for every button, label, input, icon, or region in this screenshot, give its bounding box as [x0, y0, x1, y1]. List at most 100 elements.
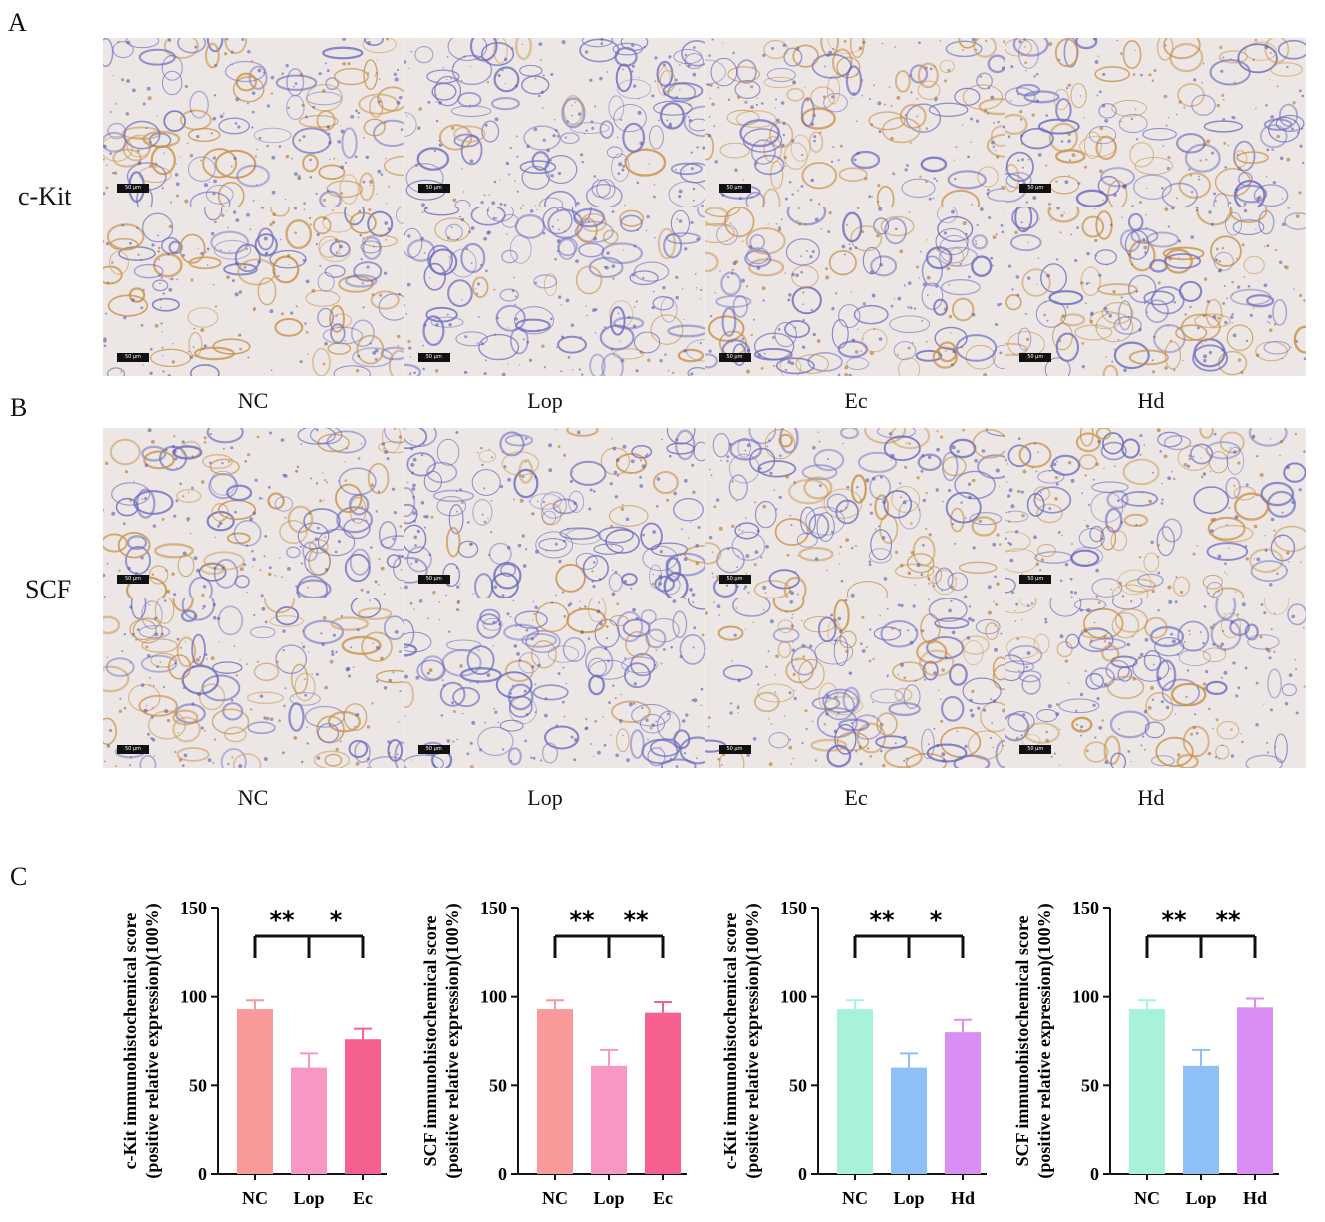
- bar-chart-ckit-hd: c-Kit immunohistochemical score (positive…: [720, 898, 987, 1208]
- y-axis-label-line-1: SCF immunohistochemical score: [420, 916, 440, 1167]
- bar-nc: [537, 1009, 573, 1174]
- micrograph-b-ec-2: 50 μm: [704, 598, 1006, 768]
- scale-bar: 50 μm: [417, 745, 450, 754]
- sig-label-lop-vs-nc: **: [569, 906, 595, 934]
- micrograph-a-lop-1: 50 μm: [403, 38, 705, 207]
- x-tick-label-hd: Hd: [1243, 1188, 1267, 1208]
- y-tick-label-150: 150: [480, 898, 507, 918]
- y-tick-label-50: 50: [489, 1075, 507, 1095]
- y-axis-label-line-2: (positive relative expression)(100%): [442, 903, 463, 1178]
- scale-bar: 50 μm: [718, 745, 751, 754]
- sig-label-lop-vs-nc: **: [1161, 906, 1187, 934]
- bar-chart-ckit-ec: c-Kit immunohistochemical score (positive…: [120, 898, 387, 1208]
- group-label-b-ec: Ec: [844, 785, 868, 810]
- x-tick-label-lop: Lop: [293, 1188, 324, 1208]
- y-axis-label-line-1: SCF immunohistochemical score: [1012, 916, 1032, 1167]
- scale-bar: 50 μm: [1019, 575, 1052, 584]
- bar-chart-scf-ec: SCF immunohistochemical score (positive r…: [420, 898, 687, 1208]
- y-axis-label-line-1: c-Kit immunohistochemical score: [120, 913, 140, 1170]
- y-tick-label-150: 150: [1072, 898, 1099, 918]
- micrograph-b-hd-1: 50 μm: [1005, 428, 1306, 598]
- micrograph-b-hd-2: 50 μm: [1005, 598, 1306, 768]
- micrograph-a-nc-1: 50 μm: [103, 38, 404, 207]
- scf-micrograph-grid: 50 μm 50 μm 50 μm 50 μm 50 μm 50 μm 50 μm 50 μm: [103, 428, 1306, 768]
- y-tick-label-0: 0: [1090, 1164, 1099, 1184]
- micrograph-b-lop-2: 50 μm: [403, 598, 705, 768]
- group-label-b-nc: NC: [237, 785, 269, 810]
- scale-bar: 50 μm: [417, 575, 450, 584]
- scale-bar: 50 μm: [718, 353, 751, 362]
- panel-letter-a: A: [8, 8, 27, 37]
- bar-ec: [345, 1039, 381, 1174]
- y-tick-label-100: 100: [480, 987, 507, 1007]
- scale-bar: 50 μm: [117, 184, 149, 193]
- x-tick-label-nc: NC: [1134, 1188, 1160, 1208]
- x-tick-label-hd: Hd: [951, 1188, 975, 1208]
- group-label-a-ec: Ec: [844, 388, 868, 413]
- micrograph-a-nc-2: 50 μm: [103, 207, 404, 376]
- y-axis-label-line-2: (positive relative expression)(100%): [1034, 903, 1055, 1178]
- bar-ec: [645, 1012, 681, 1174]
- x-tick-label-nc: NC: [242, 1188, 268, 1208]
- bar-nc: [1129, 1009, 1165, 1174]
- bar-hd: [1237, 1007, 1273, 1174]
- y-axis-label-line-1: c-Kit immunohistochemical score: [720, 913, 740, 1170]
- bar-lop: [1183, 1065, 1219, 1174]
- scale-bar: 50 μm: [117, 575, 149, 584]
- bar-chart-scf-hd: SCF immunohistochemical score (positive r…: [1012, 898, 1279, 1208]
- y-tick-label-100: 100: [180, 987, 207, 1007]
- y-axis-label-line-2: (positive relative expression)(100%): [142, 903, 163, 1178]
- scale-bar: 50 μm: [117, 745, 149, 754]
- y-tick-label-0: 0: [198, 1164, 207, 1184]
- x-tick-label-lop: Lop: [1185, 1188, 1216, 1208]
- y-tick-label-50: 50: [789, 1075, 807, 1095]
- micrograph-b-nc-1: 50 μm: [103, 428, 404, 598]
- x-tick-label-nc: NC: [842, 1188, 868, 1208]
- scale-bar: 50 μm: [1019, 184, 1052, 193]
- bar-nc: [237, 1009, 273, 1174]
- sig-label-lop-vs-nc: **: [269, 906, 295, 934]
- group-label-a-hd: Hd: [1137, 388, 1165, 413]
- micrograph-b-ec-1: 50 μm: [704, 428, 1006, 598]
- scale-bar: 50 μm: [718, 575, 751, 584]
- micrograph-a-hd-2: 50 μm: [1005, 207, 1306, 376]
- sig-label-treatment-vs-lop: **: [623, 906, 649, 934]
- micrograph-a-ec-2: 50 μm: [704, 207, 1006, 376]
- y-tick-label-100: 100: [1072, 987, 1099, 1007]
- scale-bar: 50 μm: [718, 184, 751, 193]
- scale-bar: 50 μm: [417, 353, 450, 362]
- y-axis-label-line-2: (positive relative expression)(100%): [742, 903, 763, 1178]
- y-tick-label-50: 50: [1081, 1075, 1099, 1095]
- sig-label-treatment-vs-lop: **: [1215, 906, 1241, 934]
- bar-lop: [291, 1067, 327, 1174]
- row-label-scf: SCF: [25, 575, 72, 604]
- panel-letter-c: C: [10, 862, 28, 891]
- x-tick-label-lop: Lop: [893, 1188, 924, 1208]
- sig-label-lop-vs-nc: **: [869, 906, 895, 934]
- y-tick-label-0: 0: [498, 1164, 507, 1184]
- x-tick-label-ec: Ec: [653, 1188, 673, 1208]
- bar-lop: [891, 1067, 927, 1174]
- micrograph-b-lop-1: 50 μm: [403, 428, 705, 598]
- sig-label-treatment-vs-lop: *: [330, 906, 343, 934]
- ckit-micrograph-grid: 50 μm 50 μm 50 μm 50 μm 50 μm 50 μm 50 μm 50 μm: [103, 38, 1306, 376]
- micrograph-b-nc-2: 50 μm: [103, 598, 404, 768]
- y-tick-label-0: 0: [798, 1164, 807, 1184]
- scale-bar: 50 μm: [417, 184, 450, 193]
- y-tick-label-150: 150: [780, 898, 807, 918]
- bar-hd: [945, 1032, 981, 1174]
- x-tick-label-nc: NC: [542, 1188, 568, 1208]
- y-tick-label-150: 150: [180, 898, 207, 918]
- micrograph-a-lop-2: 50 μm: [403, 207, 705, 376]
- scale-bar: 50 μm: [1019, 745, 1052, 754]
- row-label-ckit: c-Kit: [18, 182, 72, 211]
- micrograph-a-ec-1: 50 μm: [704, 38, 1006, 207]
- scale-bar: 50 μm: [1019, 353, 1052, 362]
- bar-nc: [837, 1009, 873, 1174]
- y-tick-label-50: 50: [189, 1075, 207, 1095]
- micrograph-a-hd-1: 50 μm: [1005, 38, 1306, 207]
- sig-label-treatment-vs-lop: *: [930, 906, 943, 934]
- x-tick-label-lop: Lop: [593, 1188, 624, 1208]
- group-label-a-lop: Lop: [527, 388, 563, 413]
- group-label-b-hd: Hd: [1137, 785, 1165, 810]
